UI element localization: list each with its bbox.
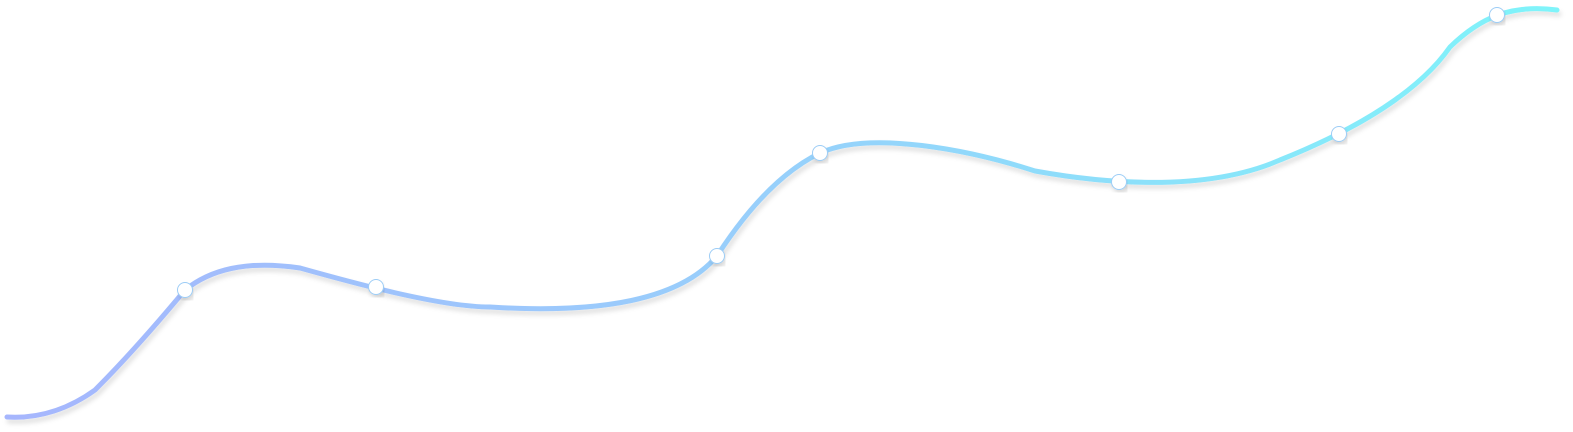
curve-marker (368, 279, 384, 295)
curve-marker (1489, 7, 1505, 23)
curve-marker (177, 282, 193, 298)
curve-marker (1331, 126, 1347, 142)
curve-marker (709, 248, 725, 264)
curve-marker (1111, 174, 1127, 190)
curve-marker (812, 145, 828, 161)
curve-line (4, 6, 1560, 420)
